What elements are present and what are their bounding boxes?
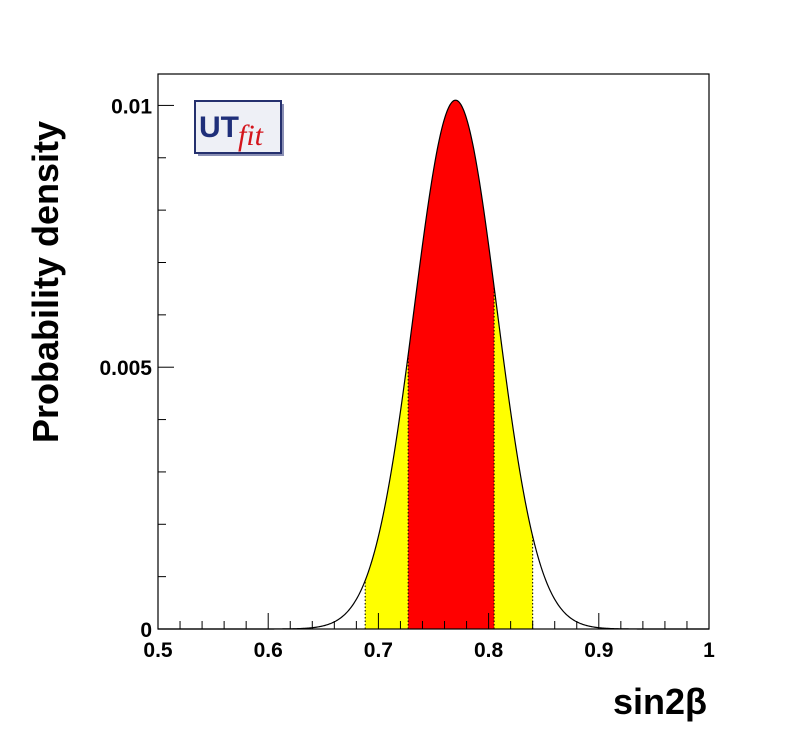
logo-text-ut: UT	[199, 111, 239, 144]
y-axis-title: Probability density	[25, 121, 66, 443]
y-tick-label: 0	[140, 619, 152, 642]
utfit-logo: UT fit	[194, 100, 284, 156]
x-tick-label: 0.8	[474, 639, 504, 662]
region-edges	[364, 286, 534, 629]
x-tick-label: 0.7	[364, 639, 393, 662]
x-tick-label: 0.9	[584, 639, 613, 662]
region-68pct	[408, 100, 495, 630]
x-tick-label: 0.5	[143, 639, 173, 662]
x-tick-label: 1	[703, 639, 715, 662]
y-tick-label: 0.005	[99, 357, 152, 380]
logo-text-fit: fit	[238, 119, 264, 152]
x-axis: 0.5 0.6 0.7 0.8 0.9 1	[143, 613, 715, 662]
y-axis: 0 0.005 0.01	[99, 95, 174, 642]
plot-frame	[157, 73, 710, 630]
logo-box	[194, 100, 282, 154]
confidence-regions	[365, 100, 533, 630]
x-tick-label: 0.6	[254, 639, 283, 662]
x-axis-title: sin2β	[613, 681, 707, 722]
y-tick-label: 0.01	[111, 95, 152, 118]
